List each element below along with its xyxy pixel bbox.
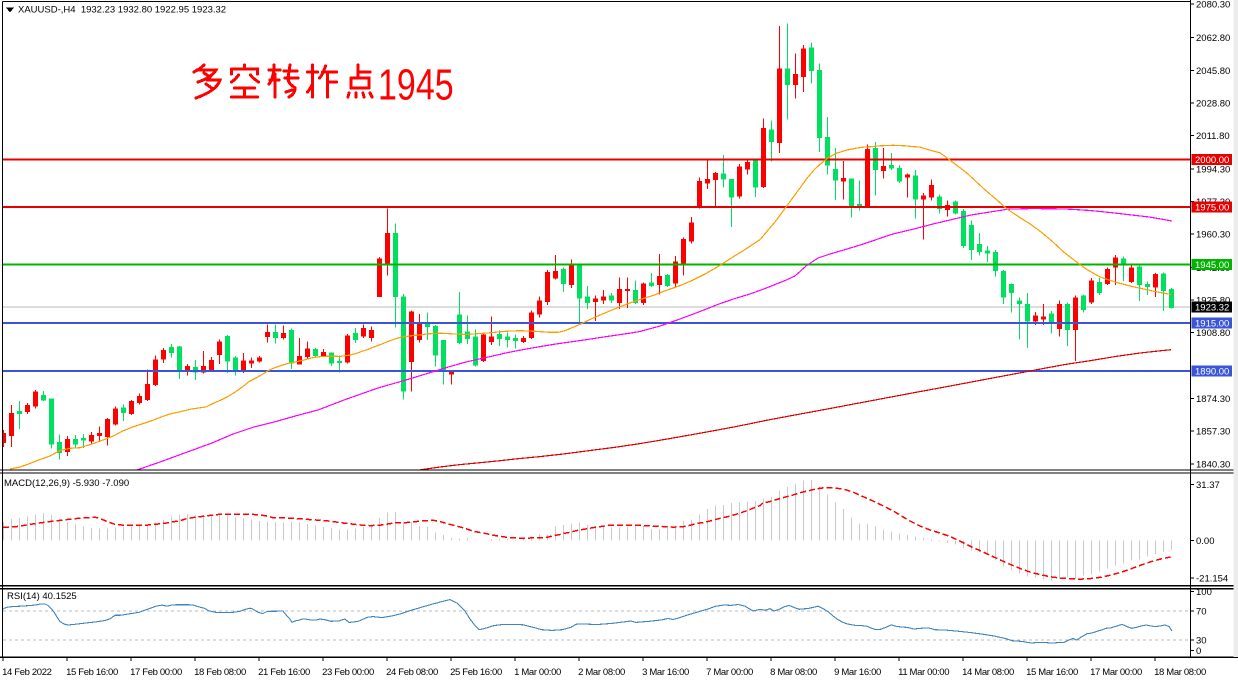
svg-text:18 Feb 08:00: 18 Feb 08:00: [194, 667, 246, 678]
svg-text:18 Mar 08:00: 18 Mar 08:00: [1154, 667, 1206, 678]
svg-text:1840.30: 1840.30: [1196, 459, 1230, 470]
svg-text:-21.154: -21.154: [1196, 574, 1228, 585]
svg-text:7 Mar 00:00: 7 Mar 00:00: [706, 667, 753, 678]
svg-text:XAUUSD-,H4 1932.23 1932.80 19: XAUUSD-,H4 1932.23 1932.80 1922.95 1923.…: [18, 5, 226, 16]
svg-text:1908.80: 1908.80: [1196, 328, 1230, 339]
svg-text:15 Feb 16:00: 15 Feb 16:00: [66, 667, 118, 678]
svg-text:2000.00: 2000.00: [1195, 155, 1229, 166]
svg-text:2028.80: 2028.80: [1196, 98, 1230, 109]
svg-text:1890.00: 1890.00: [1195, 366, 1229, 377]
svg-text:2 Mar 08:00: 2 Mar 08:00: [578, 667, 625, 678]
svg-text:1925.80: 1925.80: [1196, 296, 1230, 307]
svg-text:RSI(14) 40.1525: RSI(14) 40.1525: [7, 591, 77, 602]
svg-text:1 Mar 00:00: 1 Mar 00:00: [514, 667, 561, 678]
svg-text:8 Mar 08:00: 8 Mar 08:00: [770, 667, 817, 678]
svg-text:2011.80: 2011.80: [1196, 131, 1230, 142]
svg-text:1945.00: 1945.00: [1195, 260, 1229, 271]
svg-text:1945: 1945: [378, 62, 454, 110]
svg-text:1923.32: 1923.32: [1195, 302, 1229, 313]
svg-text:21 Feb 16:00: 21 Feb 16:00: [258, 667, 310, 678]
svg-text:17 Mar 00:00: 17 Mar 00:00: [1090, 667, 1142, 678]
svg-text:100: 100: [1196, 587, 1212, 598]
svg-text:2080.30: 2080.30: [1196, 0, 1230, 11]
svg-text:15 Mar 16:00: 15 Mar 16:00: [1026, 667, 1078, 678]
svg-text:25 Feb 16:00: 25 Feb 16:00: [450, 667, 502, 678]
svg-text:14 Feb 2022: 14 Feb 2022: [2, 667, 52, 678]
svg-text:1915.00: 1915.00: [1195, 318, 1229, 329]
svg-text:1960.30: 1960.30: [1196, 230, 1230, 241]
svg-text:0: 0: [1196, 646, 1201, 657]
svg-text:2062.80: 2062.80: [1196, 33, 1230, 44]
svg-text:23 Feb 00:00: 23 Feb 00:00: [322, 667, 374, 678]
svg-text:11 Mar 00:00: 11 Mar 00:00: [898, 667, 949, 678]
svg-text:MACD(12,26,9) -5.930 -7.090: MACD(12,26,9) -5.930 -7.090: [4, 478, 129, 489]
svg-text:17 Feb 00:00: 17 Feb 00:00: [130, 667, 182, 678]
svg-text:1857.30: 1857.30: [1196, 427, 1230, 438]
svg-text:3 Mar 16:00: 3 Mar 16:00: [642, 667, 689, 678]
svg-text:1994.30: 1994.30: [1196, 164, 1230, 175]
svg-text:9 Mar 16:00: 9 Mar 16:00: [834, 667, 881, 678]
svg-text:2045.80: 2045.80: [1196, 66, 1230, 77]
svg-text:24 Feb 08:00: 24 Feb 08:00: [386, 667, 438, 678]
svg-text:31.37: 31.37: [1196, 480, 1220, 491]
svg-text:1874.30: 1874.30: [1196, 394, 1230, 405]
svg-text:0.00: 0.00: [1196, 536, 1215, 547]
svg-text:14 Mar 08:00: 14 Mar 08:00: [962, 667, 1014, 678]
svg-text:30: 30: [1196, 636, 1207, 647]
svg-text:70: 70: [1196, 607, 1207, 618]
svg-text:1975.00: 1975.00: [1195, 202, 1229, 213]
